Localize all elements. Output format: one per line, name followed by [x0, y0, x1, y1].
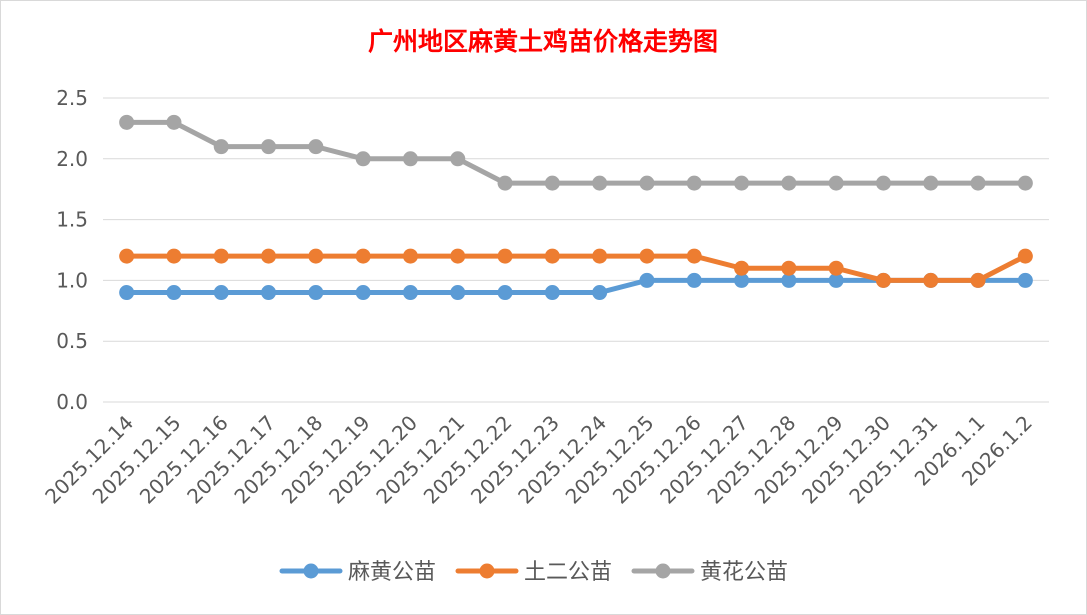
series-line	[124, 253, 1028, 283]
data-point	[544, 248, 560, 264]
data-point	[402, 151, 418, 167]
data-point	[781, 272, 797, 288]
data-point	[592, 285, 608, 301]
series-group	[119, 248, 1033, 288]
series-line	[124, 119, 1028, 186]
data-point	[213, 139, 229, 155]
legend: 麻黄公苗 土二公苗 黄花公苗	[279, 560, 788, 585]
data-point	[970, 175, 986, 191]
data-point	[497, 285, 513, 301]
data-point	[119, 285, 135, 301]
data-point	[686, 248, 702, 264]
legend-marker	[303, 563, 319, 579]
gridlines	[103, 97, 1049, 403]
y-tick-label: 0.0	[56, 390, 88, 414]
chart-title: 广州地区麻黄土鸡苗价格走势图	[368, 27, 718, 56]
series-group	[119, 114, 1033, 191]
data-point	[781, 175, 797, 191]
series-lines	[119, 114, 1033, 301]
data-point	[213, 285, 229, 301]
data-point	[639, 248, 655, 264]
y-tick-label: 1.5	[56, 208, 88, 232]
y-tick-label: 2.0	[56, 147, 88, 171]
data-point	[923, 272, 939, 288]
data-point	[119, 248, 135, 264]
legend-item: 黄花公苗	[631, 560, 788, 585]
data-point	[166, 114, 182, 130]
data-point	[166, 285, 182, 301]
data-point	[213, 248, 229, 264]
data-point	[450, 248, 466, 264]
data-point	[544, 175, 560, 191]
data-point	[639, 175, 655, 191]
data-point	[734, 260, 750, 276]
data-point	[686, 272, 702, 288]
data-point	[781, 260, 797, 276]
y-axis-ticks: 0.0 0.5 1.0 1.5 2.0 2.5	[56, 86, 88, 414]
series-group	[119, 272, 1033, 301]
data-point	[261, 285, 277, 301]
data-point	[875, 272, 891, 288]
data-point	[686, 175, 702, 191]
data-point	[402, 248, 418, 264]
legend-label: 黄花公苗	[700, 560, 788, 585]
data-point	[308, 285, 324, 301]
legend-marker	[655, 563, 671, 579]
data-point	[450, 151, 466, 167]
data-point	[734, 272, 750, 288]
data-point	[308, 248, 324, 264]
data-point	[592, 175, 608, 191]
data-point	[828, 260, 844, 276]
data-point	[875, 175, 891, 191]
data-point	[592, 248, 608, 264]
y-tick-label: 0.5	[56, 329, 88, 353]
data-point	[402, 285, 418, 301]
data-point	[355, 248, 371, 264]
data-point	[828, 272, 844, 288]
data-point	[450, 285, 466, 301]
data-point	[355, 285, 371, 301]
legend-item: 土二公苗	[455, 560, 612, 585]
data-point	[497, 175, 513, 191]
data-point	[1017, 272, 1033, 288]
data-point	[1017, 248, 1033, 264]
data-point	[261, 248, 277, 264]
data-point	[308, 139, 324, 155]
legend-label: 土二公苗	[524, 560, 612, 585]
data-point	[261, 139, 277, 155]
data-point	[497, 248, 513, 264]
data-point	[970, 272, 986, 288]
legend-marker	[479, 563, 495, 579]
data-point	[734, 175, 750, 191]
y-tick-label: 2.5	[56, 86, 88, 110]
legend-label: 麻黄公苗	[348, 560, 436, 585]
data-point	[355, 151, 371, 167]
legend-item: 麻黄公苗	[279, 560, 436, 585]
y-tick-label: 1.0	[56, 268, 88, 292]
data-point	[828, 175, 844, 191]
data-point	[544, 285, 560, 301]
x-axis-ticks: 2025.12.142025.12.152025.12.162025.12.17…	[40, 411, 1037, 509]
data-point	[166, 248, 182, 264]
data-point	[119, 114, 135, 130]
data-point	[639, 272, 655, 288]
data-point	[1017, 175, 1033, 191]
data-point	[923, 175, 939, 191]
